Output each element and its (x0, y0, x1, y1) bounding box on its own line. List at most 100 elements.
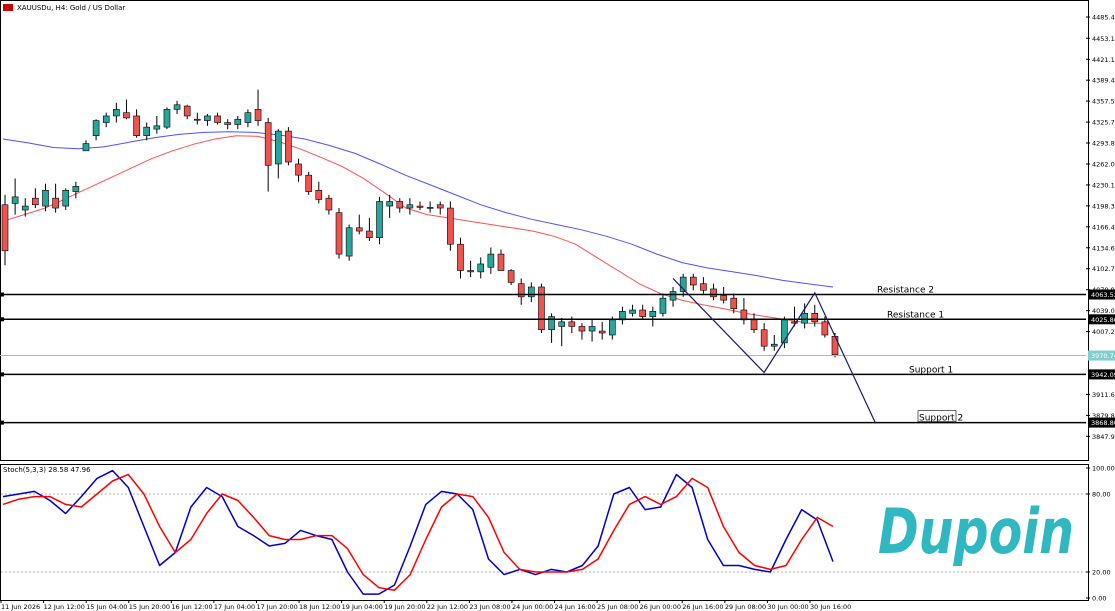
level-label-box (917, 410, 957, 422)
candle-body (153, 125, 161, 130)
candle-body (781, 319, 788, 344)
level-resistance-2[interactable]: Resistance 2 4063.53 (0, 286, 1115, 300)
candle-body (163, 109, 171, 128)
candle-body (285, 130, 292, 163)
price-tick-label: 4357.55 (1092, 98, 1115, 106)
candle-body (21, 205, 29, 211)
level-support-2[interactable]: Support 2 3868.80 (0, 410, 1115, 428)
level-anchor[interactable] (0, 317, 4, 322)
candle (528, 282, 535, 303)
candle (396, 198, 404, 213)
level-anchor[interactable] (0, 420, 4, 425)
candle (467, 260, 474, 278)
candle-body (376, 201, 383, 238)
stoch-header-label: Stoch(5,3,3) 28.58 47.96 (3, 466, 91, 474)
candle (730, 293, 738, 314)
candle-body (173, 104, 181, 110)
candle-body (244, 112, 252, 123)
candle-body (528, 286, 535, 298)
candle (305, 171, 312, 195)
level-price-tag (1088, 369, 1115, 380)
time-tick-label: 12 Jun 12:00 (44, 603, 85, 611)
candle (21, 198, 29, 217)
stoch-line-k (2, 469, 834, 595)
candle-body (801, 312, 808, 324)
candle-body (639, 309, 646, 317)
price-tick-label: 4453.10 (1092, 35, 1115, 43)
candle-body (740, 309, 748, 321)
candle-body (92, 120, 100, 136)
price-tick-label: 4070.90 (1092, 286, 1115, 294)
time-tick-label: 29 Jun 08:00 (725, 603, 766, 611)
level-anchor[interactable] (0, 372, 4, 377)
price-tick-label: 4134.60 (1092, 244, 1115, 252)
level-price-text: 3942.09 (1091, 371, 1115, 379)
moving-average-layer (2, 131, 834, 324)
candle (163, 107, 171, 130)
candle (669, 286, 677, 307)
candle (224, 119, 231, 130)
symbol-header: XAUUSDu, H4: Gold / US Dollar (3, 4, 125, 12)
candle (214, 112, 221, 125)
candle-body (710, 288, 717, 298)
candle-body (700, 283, 707, 291)
time-tick-label: 25 Jun 08:00 (597, 603, 638, 611)
candle-body (254, 109, 262, 121)
candle-body (497, 253, 505, 271)
candle (254, 89, 262, 126)
candle-body (558, 321, 566, 327)
level-label: Support 1 (909, 365, 953, 375)
level-anchor[interactable] (0, 292, 4, 297)
candle-body (335, 212, 343, 255)
level-resistance-1[interactable]: Resistance 1 4025.86 (0, 310, 1115, 325)
candle-body (720, 295, 727, 301)
candle (578, 323, 586, 340)
candle-body (345, 227, 353, 257)
current-price-text: 3970.74 (1091, 352, 1115, 360)
candle (477, 257, 485, 279)
candle-body (11, 196, 19, 204)
time-tick-label: 24 Jun 16:00 (555, 603, 596, 611)
candle (770, 334, 778, 351)
candle-body (689, 276, 697, 286)
level-support-1[interactable]: Support 1 3942.09 (0, 365, 1115, 380)
candle (335, 208, 343, 259)
candle-body (538, 286, 545, 331)
candle (710, 283, 717, 301)
candle (1, 194, 9, 266)
price-tick-label: 4485.40 (1092, 14, 1115, 22)
candle-body (659, 297, 667, 314)
level-price-tag (1088, 289, 1115, 300)
candle-body (52, 197, 59, 209)
candle-body (750, 319, 758, 331)
stochastic-layer: 100.00 80.00 20.00 0.00 (1, 465, 1115, 603)
candle (42, 183, 49, 212)
candle (11, 178, 19, 215)
candle (325, 194, 333, 215)
pattern-trend-line[interactable] (672, 277, 877, 424)
candle (629, 304, 636, 317)
time-tick-label: 15 Jun 20:00 (129, 603, 170, 611)
candle (366, 217, 373, 241)
candle (679, 273, 687, 297)
candle-body (274, 130, 282, 165)
candle-body (507, 270, 515, 283)
candle (315, 181, 323, 204)
time-tick-label: 23 Jun 08:00 (469, 603, 510, 611)
candle-body (791, 321, 798, 324)
candle (204, 113, 211, 126)
candle (102, 112, 110, 128)
candle (416, 201, 424, 211)
candle (639, 304, 646, 320)
candle (497, 249, 505, 271)
candle (447, 201, 454, 251)
time-tick-label: 11 Jun 2026 (1, 603, 40, 611)
candle-body (578, 326, 586, 332)
candle (133, 109, 140, 138)
candle-body (386, 201, 393, 207)
moving-average-slow (2, 131, 834, 288)
price-tick-label: 4293.85 (1092, 140, 1115, 148)
price-tick-label: 4007.20 (1092, 328, 1115, 336)
candle-body (477, 263, 485, 273)
